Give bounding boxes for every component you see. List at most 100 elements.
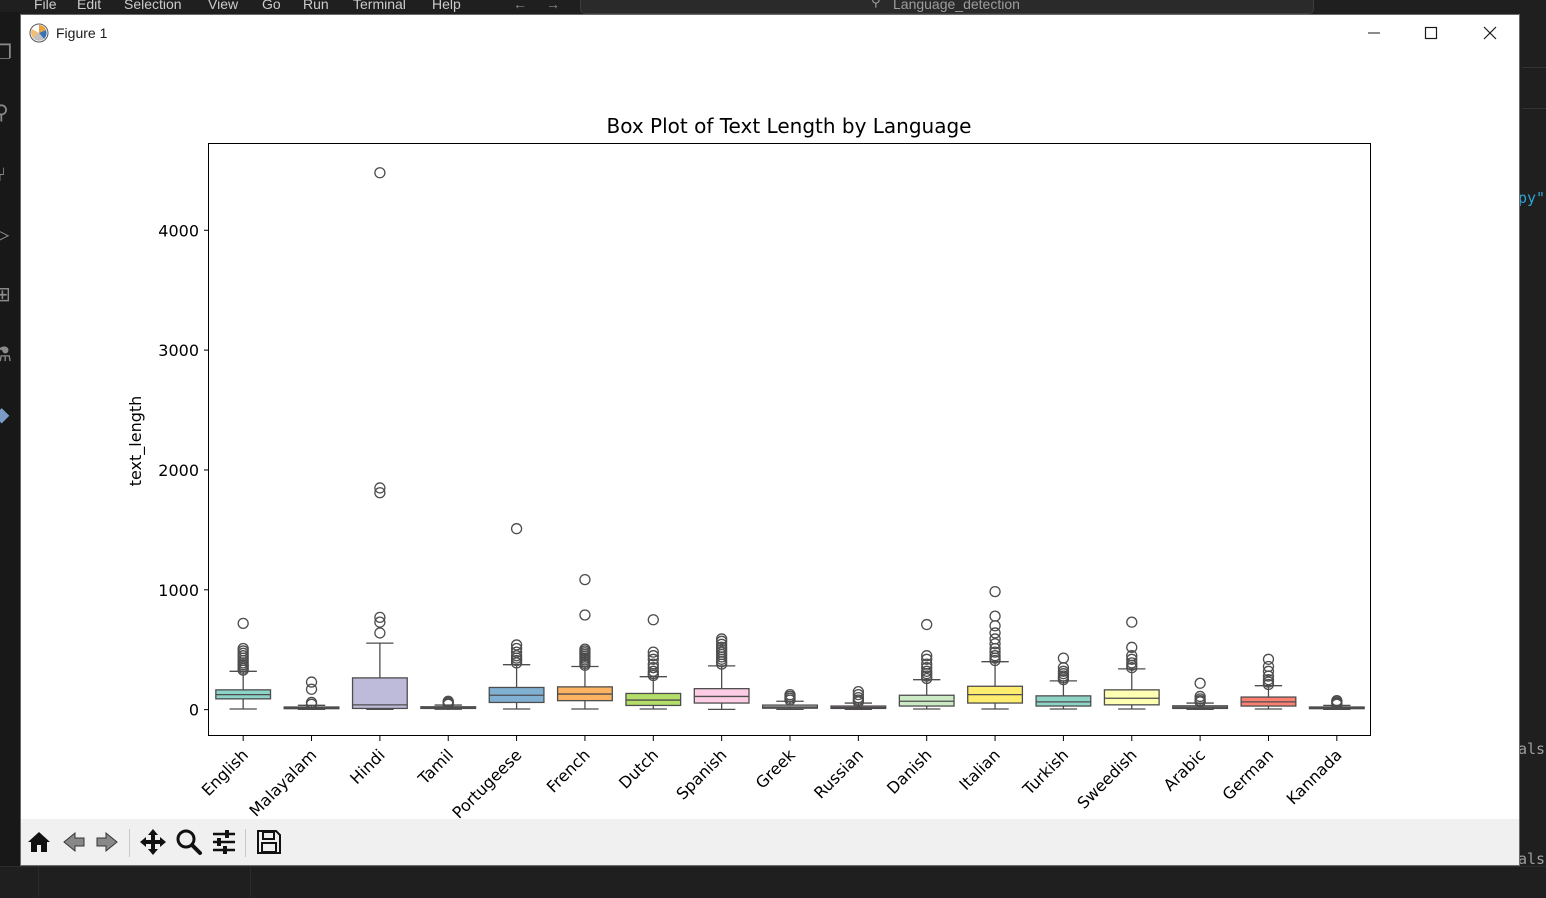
outlier-point <box>921 650 933 662</box>
pan-icon <box>140 829 166 855</box>
menu-terminal[interactable]: Terminal <box>353 0 406 12</box>
box-arabic <box>1172 677 1229 711</box>
x-tick-label: Italian <box>955 745 1004 794</box>
menu-run[interactable]: Run <box>303 0 329 12</box>
outlier-point <box>510 642 523 655</box>
menu-edit[interactable]: Edit <box>77 0 102 12</box>
chart-title: Box Plot of Text Length by Language <box>607 114 972 138</box>
menu-selection[interactable]: Selection <box>124 0 182 12</box>
outlier-point <box>510 523 523 535</box>
menu-help[interactable]: Help <box>432 0 461 12</box>
outlier-point <box>989 650 1001 662</box>
run-debug-icon[interactable]: ▷ <box>0 222 10 246</box>
toolbar-separator <box>245 829 246 857</box>
forward-button[interactable] <box>92 827 122 857</box>
outlier-point <box>921 658 933 670</box>
outlier-point <box>647 665 659 677</box>
x-tick-label: Russian <box>810 745 867 802</box>
editor-bottom-area <box>0 866 1546 898</box>
box-french <box>556 573 613 710</box>
configure-subplots-button[interactable] <box>209 827 239 857</box>
vscode-menubar: File Edit Selection View Go Run Terminal… <box>0 0 1546 14</box>
zoom-button[interactable] <box>174 827 204 857</box>
editor-background <box>1520 12 1546 897</box>
outlier-point <box>579 573 591 586</box>
outlier-point <box>989 627 1001 639</box>
box-portugeese <box>488 523 545 710</box>
x-tick-label: Arabic <box>1160 745 1209 794</box>
search-icon: ⚲ <box>871 0 881 10</box>
outlier-point <box>784 689 796 701</box>
outlier-point <box>1126 616 1138 628</box>
x-tick-label: German <box>1219 745 1278 804</box>
plot-canvas[interactable]: Box Plot of Text Length by Language text… <box>21 51 1519 819</box>
save-icon <box>257 830 281 854</box>
y-tick-label: 4000 <box>158 221 199 240</box>
menu-go[interactable]: Go <box>262 0 281 12</box>
code-fragment: als <box>1518 740 1546 758</box>
source-control-icon[interactable]: ⑂ <box>0 164 14 184</box>
box-dutch <box>625 614 682 710</box>
outlier-point <box>579 609 591 621</box>
x-tick-label: Malayalam <box>245 745 320 819</box>
box-iqr <box>1103 689 1160 706</box>
nav-forward-icon[interactable]: → <box>546 0 560 12</box>
outlier-point <box>715 633 728 645</box>
window-titlebar[interactable]: Figure 1 <box>21 15 1519 51</box>
outlier-point <box>1126 657 1138 669</box>
window-title: Figure 1 <box>56 25 108 41</box>
matplotlib-app-icon <box>29 23 49 43</box>
outlier-point <box>1194 677 1206 689</box>
box-greek <box>762 689 818 711</box>
chart-marks <box>215 167 1365 711</box>
minimize-button[interactable] <box>1346 15 1402 51</box>
close-button[interactable] <box>1462 15 1518 51</box>
outlier-point <box>442 695 454 707</box>
outlier-point <box>510 639 523 651</box>
outlier-point <box>852 689 865 701</box>
outlier-point <box>989 620 1001 632</box>
close-icon <box>1483 26 1497 40</box>
x-tick-label: French <box>543 745 594 796</box>
divider <box>38 866 39 897</box>
explorer-icon[interactable]: ❐ <box>0 40 12 64</box>
maximize-icon <box>1424 26 1438 40</box>
menu-view[interactable]: View <box>208 0 239 12</box>
outlier-point <box>647 614 659 626</box>
outlier-point <box>1262 660 1275 673</box>
outlier-point <box>921 618 933 631</box>
outlier-point <box>374 167 386 179</box>
box-russian <box>830 686 887 711</box>
pan-button[interactable] <box>138 827 168 857</box>
outlier-point <box>305 696 318 709</box>
forward-icon <box>96 831 118 853</box>
figure-window: Figure 1 Box Plot of Text Length by Lang… <box>20 14 1520 866</box>
box-danish <box>898 618 955 710</box>
maximize-button[interactable] <box>1403 15 1459 51</box>
menu-file[interactable]: File <box>34 0 57 12</box>
command-center-search[interactable]: ⚲ Language_detection <box>580 0 1314 14</box>
x-tick-label: Kannada <box>1283 745 1346 808</box>
outlier-point <box>989 610 1001 622</box>
zoom-icon <box>176 829 202 855</box>
extensions-icon[interactable]: ⊞ <box>0 282 11 306</box>
outlier-point <box>305 683 318 695</box>
activity-bar: ❐ ⚲ ⑂ ▷ ⊞ ⚗ ◆ <box>0 12 20 897</box>
x-tick-label: Tamil <box>414 745 457 788</box>
back-button[interactable] <box>59 827 89 857</box>
save-button[interactable] <box>254 827 284 857</box>
outlier-point <box>1126 653 1138 665</box>
outlier-point <box>715 638 728 650</box>
outlier-point <box>237 617 249 630</box>
navigation-toolbar <box>21 819 1519 865</box>
outlier-point <box>1057 665 1070 677</box>
search-sidebar-icon[interactable]: ⚲ <box>0 100 9 124</box>
outlier-point <box>1126 641 1138 653</box>
python-icon[interactable]: ◆ <box>0 402 10 426</box>
x-tick-label: Turkish <box>1018 745 1072 799</box>
home-button[interactable] <box>24 827 54 857</box>
testing-icon[interactable]: ⚗ <box>0 342 12 366</box>
box-plot-chart: Box Plot of Text Length by Language text… <box>126 114 1371 819</box>
x-tick-label: Dutch <box>615 745 662 792</box>
nav-back-icon[interactable]: ← <box>513 0 527 12</box>
